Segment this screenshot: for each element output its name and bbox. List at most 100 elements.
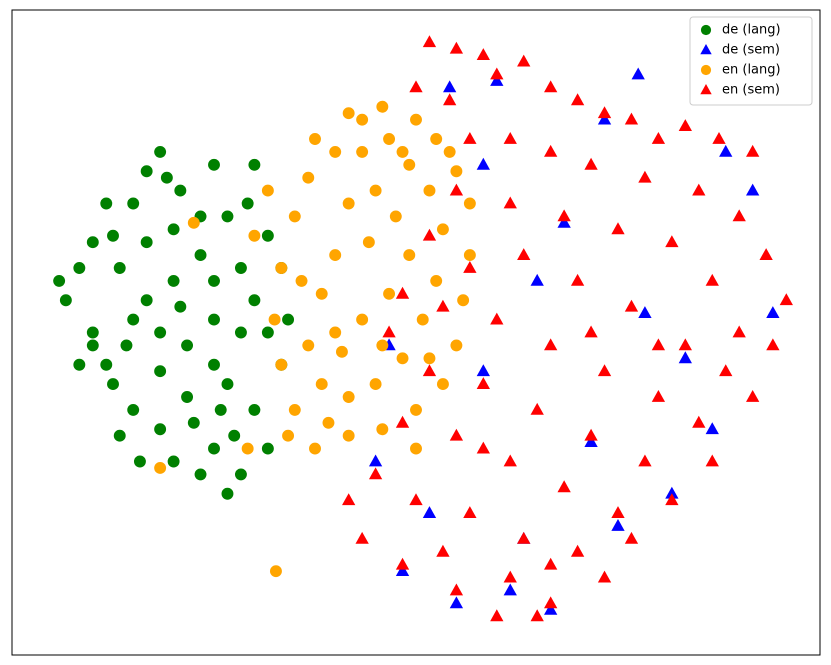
point — [362, 236, 375, 249]
point — [160, 171, 173, 184]
point — [167, 455, 180, 468]
point — [261, 184, 274, 197]
point — [86, 236, 99, 249]
point — [638, 454, 652, 467]
point — [181, 391, 194, 403]
point — [174, 300, 187, 313]
point — [463, 261, 477, 273]
point — [517, 531, 531, 544]
point — [329, 326, 342, 339]
point — [107, 229, 119, 242]
point — [779, 293, 793, 306]
legend-label: de (sem) — [722, 43, 780, 58]
point — [342, 197, 355, 210]
point — [154, 365, 167, 378]
point — [631, 67, 645, 80]
point — [403, 249, 416, 262]
point — [436, 544, 450, 557]
point — [450, 165, 463, 178]
point — [544, 80, 558, 93]
point — [383, 287, 396, 300]
point — [530, 273, 544, 286]
point — [302, 339, 315, 352]
point — [59, 294, 72, 307]
point — [503, 196, 517, 209]
point — [194, 468, 207, 481]
point — [759, 248, 773, 260]
point — [100, 358, 113, 371]
point — [732, 209, 746, 222]
legend-marker — [700, 64, 712, 76]
point — [463, 132, 477, 144]
point — [342, 493, 356, 506]
point — [422, 228, 437, 241]
point — [133, 455, 146, 468]
point — [557, 215, 571, 228]
point — [342, 107, 355, 120]
point — [463, 506, 477, 518]
point — [557, 209, 571, 222]
point — [154, 326, 167, 339]
legend-label: en (sem) — [722, 83, 780, 98]
point — [221, 487, 234, 500]
point — [422, 506, 437, 518]
point — [410, 113, 422, 126]
point — [430, 274, 443, 287]
legend-marker — [700, 84, 712, 95]
point — [275, 358, 288, 371]
point — [302, 171, 315, 184]
point — [369, 184, 382, 197]
point — [665, 493, 679, 506]
point — [651, 132, 666, 144]
point — [719, 144, 733, 157]
point — [140, 294, 153, 307]
point — [208, 274, 220, 287]
point — [154, 462, 167, 474]
point — [107, 378, 119, 391]
point — [449, 428, 464, 441]
legend-marker — [700, 44, 712, 55]
point — [127, 403, 140, 416]
point — [476, 441, 490, 454]
point — [490, 609, 504, 622]
point — [544, 596, 558, 609]
point — [570, 273, 585, 286]
point — [234, 326, 247, 339]
point — [544, 557, 558, 570]
point — [382, 325, 396, 338]
point — [140, 236, 153, 249]
point — [409, 493, 423, 506]
point — [113, 262, 126, 274]
point — [248, 294, 261, 307]
point — [355, 531, 369, 544]
point — [187, 216, 200, 229]
point — [705, 454, 719, 467]
point — [228, 429, 241, 442]
point — [597, 106, 612, 119]
point — [395, 564, 410, 577]
point — [503, 583, 517, 596]
point — [719, 364, 733, 377]
point — [443, 93, 457, 106]
point — [376, 100, 389, 113]
point — [692, 415, 706, 428]
point — [544, 338, 558, 351]
point — [463, 197, 476, 210]
point — [638, 170, 652, 183]
point — [221, 378, 234, 391]
point — [288, 210, 301, 223]
point — [368, 467, 383, 480]
point — [342, 391, 355, 403]
point — [597, 112, 612, 125]
point — [476, 377, 490, 389]
point — [463, 249, 476, 262]
point — [443, 80, 457, 93]
point — [410, 442, 422, 455]
point — [174, 184, 187, 197]
point — [140, 165, 153, 178]
point — [597, 364, 612, 377]
point — [282, 429, 295, 442]
point — [651, 338, 666, 351]
point — [416, 313, 429, 326]
point — [436, 299, 450, 312]
